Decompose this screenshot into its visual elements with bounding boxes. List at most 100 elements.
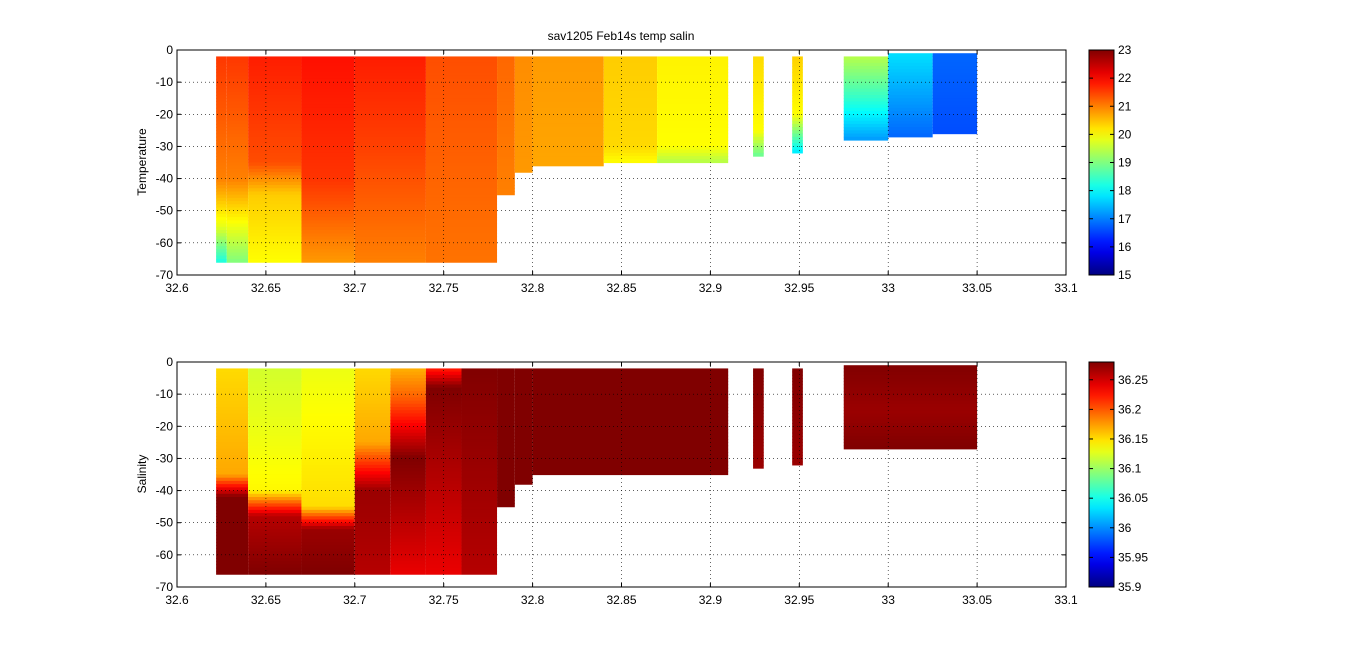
salinity-cell	[461, 529, 498, 533]
temperature-cell	[354, 75, 426, 80]
salinity-cell	[390, 397, 426, 402]
temperature-xtick-label: 33.05	[962, 281, 992, 295]
salinity-cell	[497, 374, 515, 379]
salinity-cell	[753, 403, 764, 408]
salinity-cell	[248, 452, 302, 456]
salinity-cell	[248, 490, 302, 495]
salinity-cell	[497, 381, 515, 386]
salinity-cell	[497, 397, 515, 402]
temperature-cell	[792, 114, 803, 119]
temperature-cell	[216, 220, 227, 225]
temperature-cell	[354, 133, 426, 138]
temperature-cell	[301, 91, 355, 96]
salinity-cell	[248, 522, 302, 527]
salinity-cell	[514, 468, 533, 472]
temperature-cell	[514, 85, 533, 90]
salinity-cell	[425, 471, 462, 476]
salinity-cell	[532, 452, 729, 456]
temperature-cell	[657, 107, 729, 112]
salinity-cell	[216, 564, 249, 569]
salinity-cell	[248, 487, 302, 492]
salinity-cell	[461, 480, 498, 485]
temperature-cell	[216, 91, 227, 96]
salinity-cell	[792, 419, 803, 424]
temperature-cell	[226, 159, 249, 164]
temperature-cell	[792, 95, 803, 99]
salinity-cell	[248, 529, 302, 533]
temperature-cell	[425, 88, 498, 93]
temperature-cell	[301, 204, 355, 209]
salinity-ytick-label: -60	[156, 548, 174, 562]
temperature-cell	[932, 120, 978, 125]
salinity-cell	[425, 468, 462, 472]
temperature-cell	[753, 117, 764, 122]
temperature-cell	[843, 85, 889, 90]
salinity-cell	[390, 474, 426, 479]
temperature-cell	[753, 114, 764, 119]
temperature-cell	[792, 88, 803, 93]
temperature-cell	[425, 252, 498, 257]
salinity-cell	[514, 448, 533, 453]
temperature-cell	[248, 220, 302, 225]
temperature-cell	[248, 230, 302, 234]
temperature-cell	[843, 98, 889, 103]
temperature-cell	[354, 152, 426, 157]
temperature-cell	[226, 123, 249, 128]
temperature-cell	[497, 75, 515, 80]
temperature-colorbar-label: 18	[1118, 184, 1132, 198]
salinity-cell	[532, 413, 729, 418]
salinity-cell	[216, 390, 249, 395]
temperature-segment-9	[603, 56, 658, 164]
temperature-y-ticks: 0 -10 -20 -30 -40 -50 -60 -70	[156, 43, 1066, 282]
salinity-cell	[753, 426, 764, 431]
salinity-cell	[301, 525, 355, 530]
salinity-cell	[301, 519, 355, 524]
salinity-cell	[301, 487, 355, 492]
salinity-cell	[301, 403, 355, 408]
temperature-cell	[248, 223, 302, 228]
salinity-cell	[354, 381, 391, 386]
temperature-cell	[843, 114, 889, 119]
temperature-cell	[843, 72, 889, 77]
salinity-cell	[461, 474, 498, 479]
temperature-cell	[425, 133, 498, 138]
salinity-cell	[301, 516, 355, 521]
temperature-cell	[792, 91, 803, 96]
salinity-cell	[514, 423, 533, 427]
salinity-colorbar-fill	[1089, 362, 1114, 587]
salinity-cell	[390, 407, 426, 411]
salinity-cell	[248, 461, 302, 466]
temperature-xtick-label: 32.85	[606, 281, 636, 295]
salinity-cell	[425, 477, 462, 482]
temperature-cell	[226, 88, 249, 93]
salinity-cell	[390, 400, 426, 405]
temperature-cell	[514, 123, 533, 128]
temperature-cell	[497, 146, 515, 151]
temperature-cell	[301, 75, 355, 80]
salinity-cell	[843, 416, 978, 421]
salinity-cell	[248, 519, 302, 524]
temperature-cell	[216, 159, 227, 164]
temperature-cell	[216, 213, 227, 218]
salinity-cell	[497, 413, 515, 418]
temperature-cell	[514, 56, 533, 61]
salinity-cell	[753, 448, 764, 453]
temperature-cell	[514, 82, 533, 86]
temperature-cell	[301, 252, 355, 257]
salinity-cell	[216, 374, 249, 379]
salinity-cell	[390, 368, 426, 373]
temperature-cell	[301, 236, 355, 241]
salinity-ytick-label: -20	[156, 419, 174, 433]
temperature-cell	[843, 104, 889, 109]
temperature-cell	[248, 233, 302, 238]
temperature-cell	[226, 230, 249, 234]
salinity-cell	[248, 509, 302, 514]
salinity-cell	[461, 458, 498, 463]
temperature-cell	[216, 226, 227, 231]
salinity-cell	[425, 567, 462, 572]
salinity-cell	[301, 464, 355, 469]
temperature-cell	[216, 95, 227, 99]
salinity-cell	[390, 506, 426, 511]
temperature-cell	[248, 130, 302, 135]
salinity-cell	[532, 407, 729, 411]
